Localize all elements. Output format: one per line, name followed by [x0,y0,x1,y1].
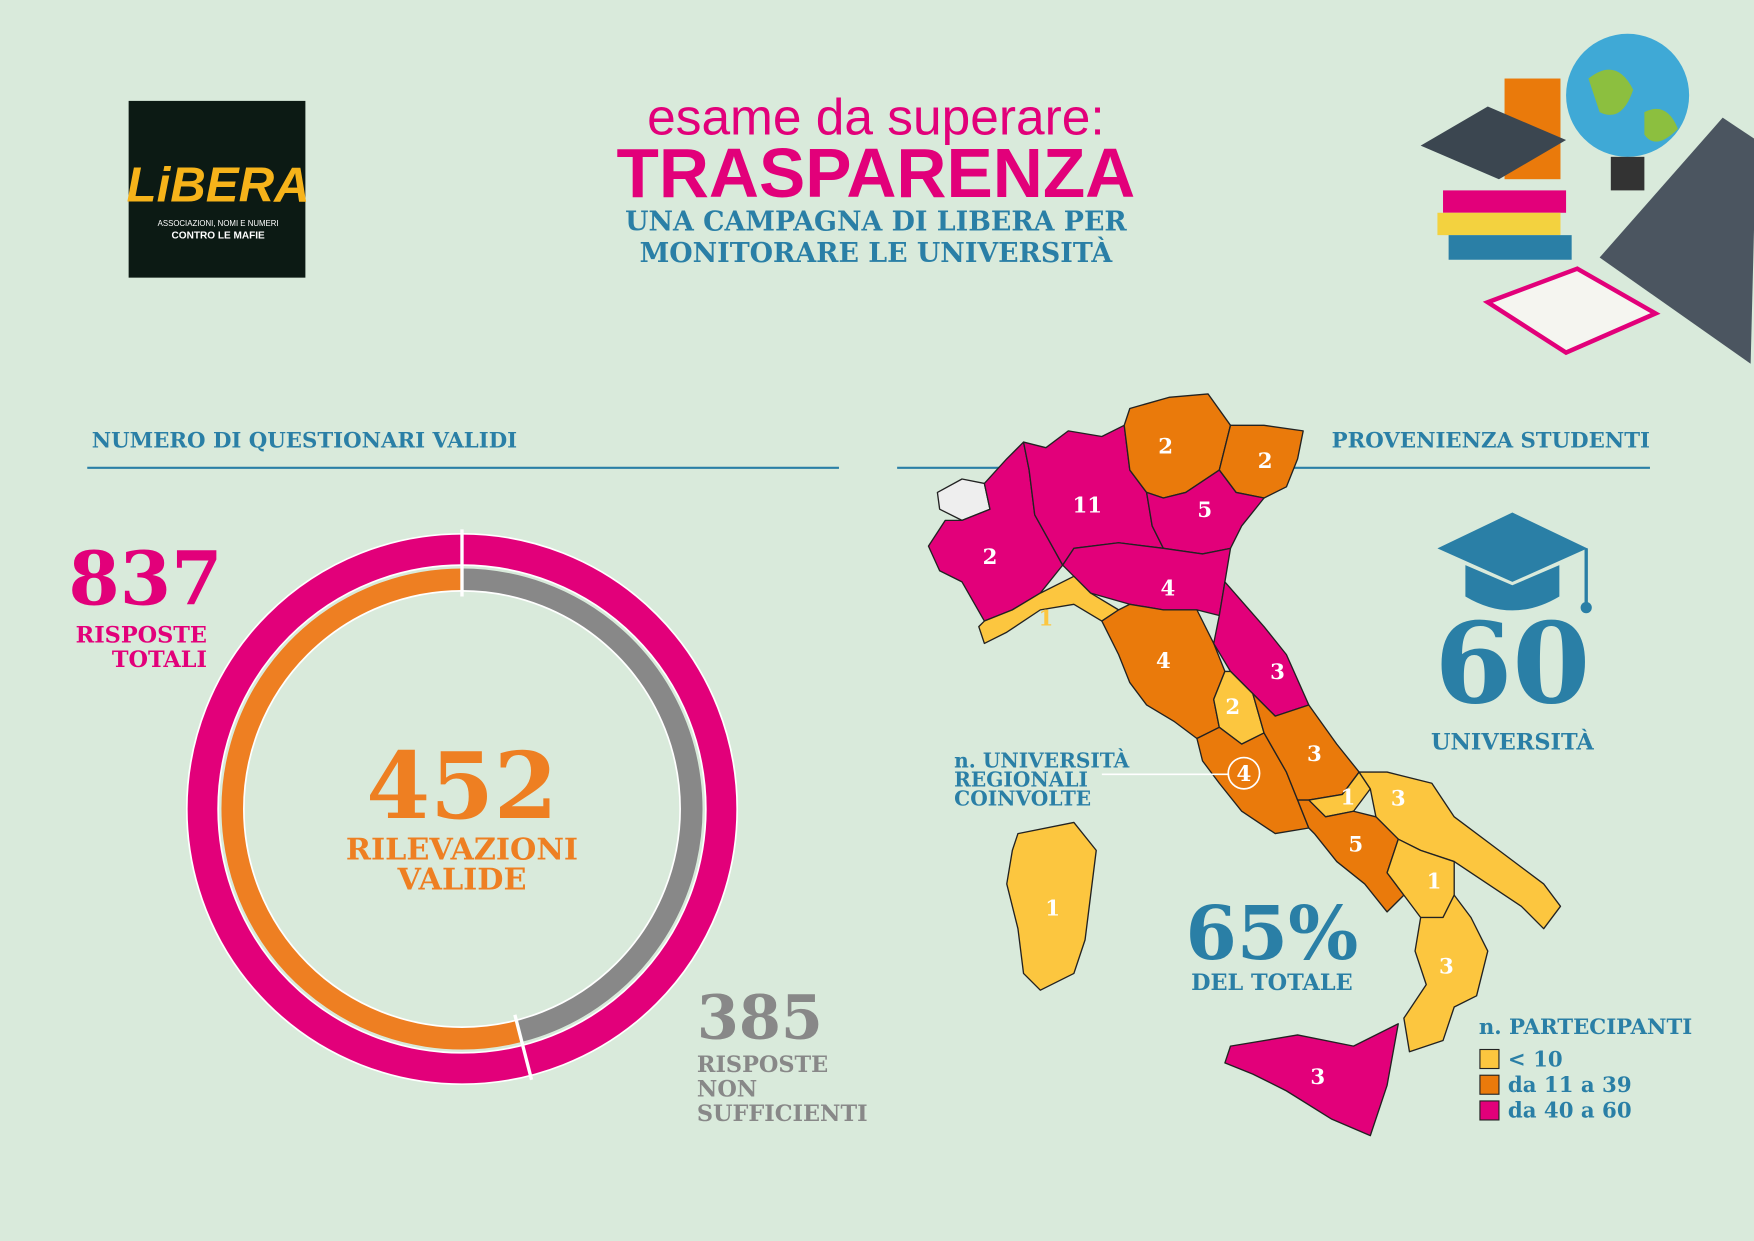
region-value: 5 [1348,832,1363,857]
region [1224,1023,1399,1137]
valid-label: RILEVAZIONI [346,832,578,867]
region [1145,469,1265,555]
logo-name: LiBERA [127,158,310,213]
insufficient-label: SUFFICIENTI [697,1101,868,1127]
insufficient-value: 385 [697,982,823,1053]
subtitle: UNA CAMPAGNA DI LIBERA PER [625,207,1127,238]
region-value: 2 [1158,434,1173,459]
legend-swatch [1479,1074,1500,1095]
illustration [1420,33,1754,364]
region-value: 3 [1391,787,1406,812]
region-value: 1 [1039,607,1054,632]
region-value: 3 [1307,742,1322,767]
logo-tagline: ASSOCIAZIONI, NOMI E NUMERI [158,219,279,228]
logo-tagline: CONTRO LE MAFIE [172,230,266,241]
region-value: 3 [1270,660,1285,685]
region-value: 5 [1197,498,1212,523]
ring-edge [217,564,707,1054]
ring-edge [243,590,681,1028]
share-label: DEL TOTALE [1191,970,1353,996]
total-label: TOTALI [112,647,207,673]
callout-label: COINVOLTE [954,787,1091,811]
legend-swatch [1479,1100,1500,1121]
separator [513,1014,534,1081]
callout-label: n. UNIVERSITÀ [954,749,1130,773]
grad-cap-icon [1437,512,1592,614]
universities-label: UNIVERSITÀ [1431,729,1594,756]
section-heading: NUMERO DI QUESTIONARI VALIDI [92,429,517,454]
callout-circle [1227,756,1261,790]
region-value: 1 [1427,869,1442,894]
legend-label: da 40 a 60 [1508,1099,1632,1124]
region-value: 3 [1310,1065,1325,1090]
title: esame da superare: [647,87,1105,145]
region-value: 2 [983,545,998,570]
subtitle: MONITORARE LE UNIVERSITÀ [640,237,1114,269]
ring-edge [185,532,739,1086]
insufficient-label: NON [697,1076,757,1102]
total-value: 837 [68,536,222,622]
valid-value: 452 [366,732,557,840]
valid-label: VALIDE [396,863,526,898]
callout-label: REGIONALI [954,768,1088,792]
insufficient-arc [461,568,703,1042]
title: TRASPARENZA [616,134,1135,212]
universities-value: 60 [1435,599,1591,730]
section-heading: PROVENIENZA STUDENTI [1332,429,1650,454]
valid-arc [221,568,522,1050]
legend-swatch [1479,1048,1500,1070]
region-value: 4 [1156,649,1171,674]
region-value: 11 [1073,494,1103,519]
legend-label: da 11 a 39 [1508,1073,1632,1098]
share-value: 65% [1185,891,1358,977]
insufficient-label: RISPOSTE [697,1052,828,1078]
region-value: 3 [1439,954,1454,979]
region-value: 4 [1160,576,1175,601]
region-value: 4 [1237,762,1252,787]
region-value: 2 [1225,695,1240,720]
legend-label: < 10 [1508,1047,1563,1072]
donut [185,529,739,1086]
region [1403,894,1489,1053]
region [1006,821,1097,991]
total-label: RISPOSTE [76,622,207,648]
logo-box [128,100,306,278]
legend-title: n. PARTECIPANTI [1479,1015,1692,1040]
region-value: 1 [1341,786,1356,811]
region-value: 2 [1258,449,1273,474]
region-value: 1 [1045,896,1060,921]
